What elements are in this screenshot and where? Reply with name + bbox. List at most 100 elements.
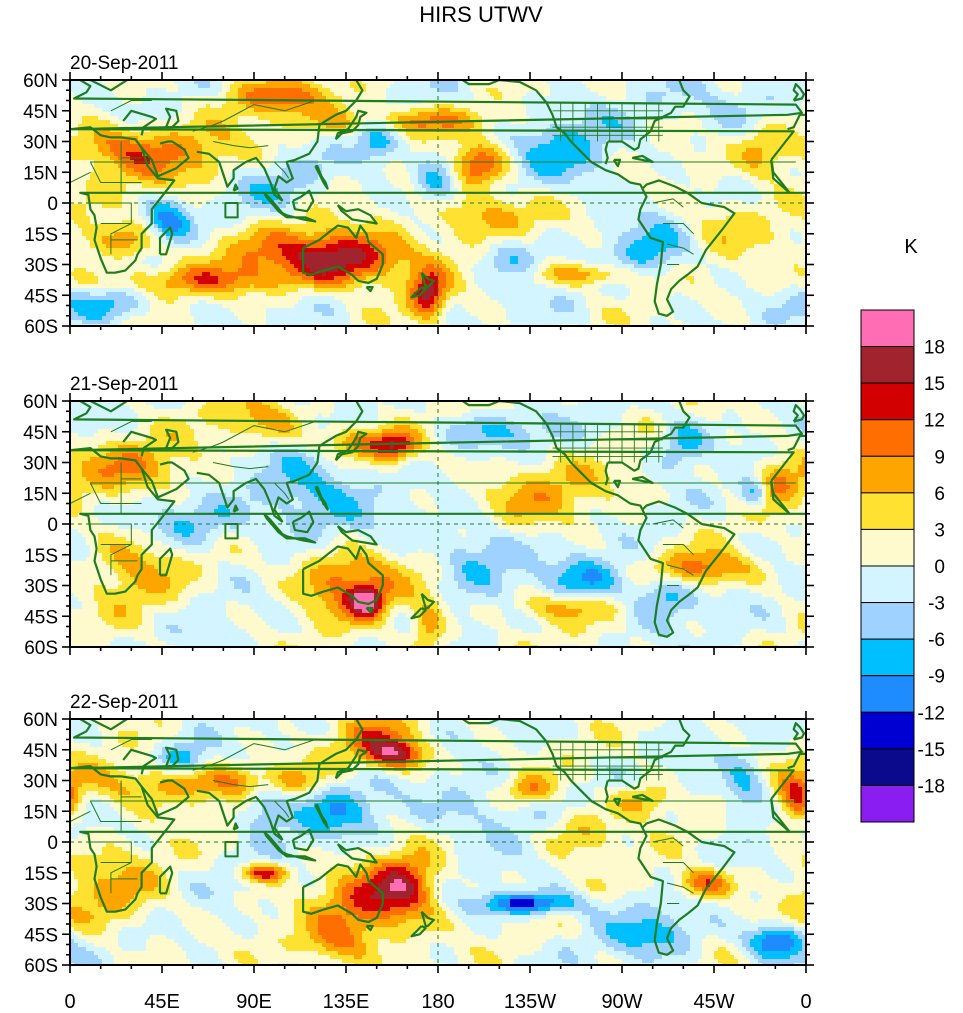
field-cell (394, 172, 399, 177)
field-cell (506, 124, 511, 129)
field-cell (502, 124, 507, 129)
field-cell (414, 148, 419, 153)
field-cell (542, 136, 547, 141)
field-cell (150, 176, 155, 181)
field-cell (382, 80, 387, 85)
field-cell (186, 136, 191, 141)
field-cell (154, 136, 159, 141)
field-cell (750, 80, 755, 85)
field-cell (726, 156, 731, 161)
field-cell (362, 140, 367, 145)
field-cell (754, 132, 759, 137)
field-cell (110, 156, 115, 161)
field-cell (774, 144, 779, 149)
field-cell (610, 180, 615, 185)
field-cell (602, 164, 607, 169)
field-cell (414, 176, 419, 181)
field-cell (182, 96, 187, 101)
field-cell (202, 180, 207, 185)
field-cell (182, 120, 187, 125)
field-cell (682, 140, 687, 145)
field-cell (166, 136, 171, 141)
field-cell (326, 180, 331, 185)
field-cell (226, 80, 231, 85)
field-cell (778, 136, 783, 141)
field-cell (226, 156, 231, 161)
field-cell (530, 120, 535, 125)
field-cell (318, 80, 323, 85)
field-cell (606, 120, 611, 125)
field-cell (370, 136, 375, 141)
field-cell (334, 108, 339, 113)
field-cell (726, 120, 731, 125)
field-cell (150, 100, 155, 105)
field-cell (130, 132, 135, 137)
field-cell (458, 80, 463, 85)
field-cell (594, 112, 599, 117)
field-cell (126, 124, 131, 129)
field-cell (78, 88, 83, 93)
field-cell (558, 136, 563, 141)
field-cell (434, 184, 439, 189)
field-cell (294, 176, 299, 181)
field-cell (342, 132, 347, 137)
field-cell (766, 80, 771, 85)
field-cell (302, 116, 307, 121)
field-cell (254, 148, 259, 153)
field-cell (338, 88, 343, 93)
field-cell (234, 176, 239, 181)
field-cell (198, 152, 203, 157)
field-cell (90, 116, 95, 121)
field-cell (662, 172, 667, 177)
field-cell (450, 92, 455, 97)
field-cell (466, 112, 471, 117)
field-cell (786, 144, 791, 149)
field-cell (690, 112, 695, 117)
field-cell (734, 100, 739, 105)
field-cell (306, 184, 311, 189)
field-cell (634, 120, 639, 125)
field-cell (470, 116, 475, 121)
field-cell (274, 164, 279, 169)
field-cell (350, 140, 355, 145)
field-cell (742, 88, 747, 93)
field-cell (678, 120, 683, 125)
field-cell (746, 152, 751, 157)
field-cell (754, 144, 759, 149)
field-cell (450, 152, 455, 157)
field-cell (410, 136, 415, 141)
field-cell (742, 148, 747, 153)
field-cell (426, 148, 431, 153)
field-cell (738, 152, 743, 157)
field-cell (702, 104, 707, 109)
field-cell (278, 152, 283, 157)
field-cell (142, 116, 147, 121)
field-cell (770, 88, 775, 93)
field-cell (590, 132, 595, 137)
field-cell (642, 172, 647, 177)
field-cell (454, 144, 459, 149)
field-cell (410, 176, 415, 181)
field-cell (306, 116, 311, 121)
field-cell (338, 144, 343, 149)
field-cell (538, 180, 543, 185)
field-cell (154, 108, 159, 113)
field-cell (298, 168, 303, 173)
field-cell (574, 140, 579, 145)
field-cell (98, 100, 103, 105)
field-cell (478, 172, 483, 177)
field-cell (698, 80, 703, 85)
field-cell (94, 184, 99, 189)
field-cell (522, 176, 527, 181)
field-cell (262, 112, 267, 117)
field-cell (790, 120, 795, 125)
field-cell (754, 180, 759, 185)
field-cell (622, 164, 627, 169)
field-cell (734, 184, 739, 189)
field-cell (270, 108, 275, 113)
field-cell (378, 152, 383, 157)
field-cell (766, 136, 771, 141)
field-cell (214, 108, 219, 113)
field-cell (670, 176, 675, 181)
field-cell (734, 180, 739, 185)
